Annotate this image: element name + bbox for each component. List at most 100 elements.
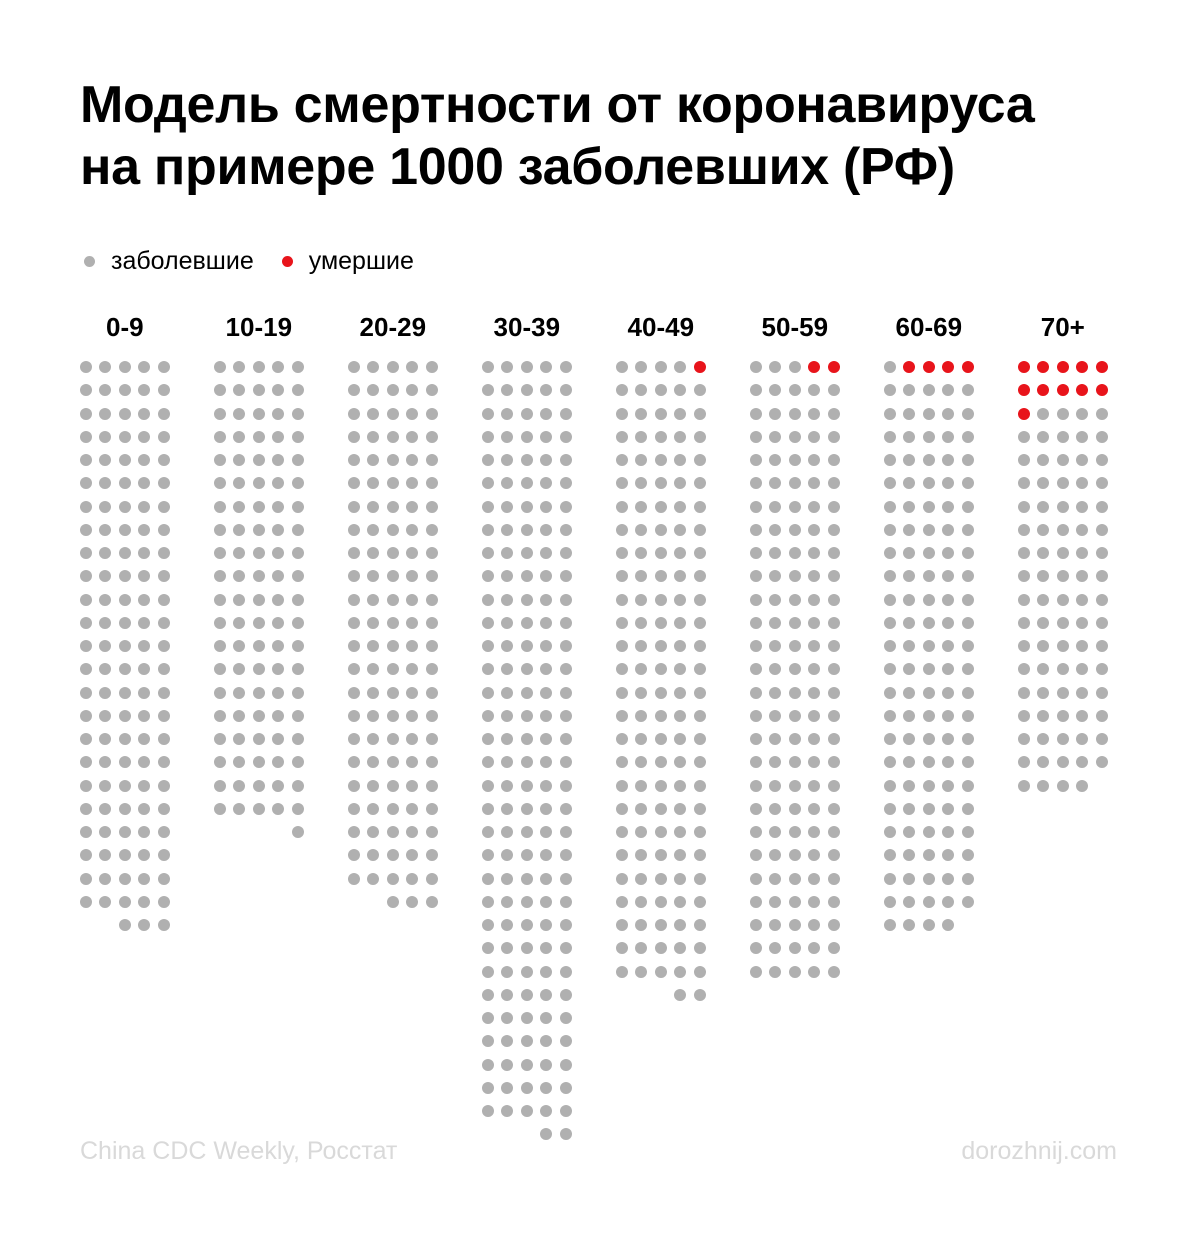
sick-dot <box>827 733 840 745</box>
sick-dot <box>769 454 782 466</box>
dead-dot <box>1076 384 1089 397</box>
sick-dot <box>961 733 974 745</box>
sick-dot <box>214 477 226 490</box>
sick-dot <box>769 686 782 699</box>
title-line-2: на примере 1000 заболевших (РФ) <box>80 138 955 196</box>
sick-dot <box>808 593 821 606</box>
sick-dot <box>482 616 494 629</box>
sick-dot <box>654 826 667 838</box>
dead-dot <box>942 361 955 373</box>
sick-dot <box>520 872 533 885</box>
sick-dot <box>272 756 285 769</box>
sick-dot <box>540 1035 553 1048</box>
sick-dot <box>367 849 380 862</box>
sick-dot <box>616 872 628 885</box>
sick-dot <box>635 965 648 978</box>
sick-dot <box>903 570 916 583</box>
sick-dot <box>138 663 151 676</box>
sick-dot <box>903 779 916 792</box>
sick-dot <box>903 849 916 862</box>
sick-dot <box>386 477 399 490</box>
sick-dot <box>99 640 112 652</box>
sick-dot <box>922 430 935 443</box>
sick-dot <box>214 756 226 769</box>
sick-dot <box>788 407 801 420</box>
sick-dot <box>118 384 131 397</box>
sick-dot <box>348 756 360 769</box>
sick-dot <box>482 570 494 583</box>
sick-dot <box>501 1035 514 1048</box>
sick-dot <box>138 477 151 490</box>
sick-dot <box>80 709 92 722</box>
sick-dot <box>501 523 514 536</box>
sick-dot <box>1095 686 1108 699</box>
sick-dot <box>1076 430 1089 443</box>
sick-dot <box>252 779 265 792</box>
sick-dot <box>157 709 170 722</box>
sick-dot <box>482 709 494 722</box>
sick-dot <box>674 919 687 931</box>
sick-dot <box>922 919 935 931</box>
sick-dot <box>635 895 648 908</box>
sick-dot <box>406 872 419 885</box>
sick-dot <box>616 640 628 652</box>
sick-dot <box>884 361 896 373</box>
sick-dot <box>922 500 935 513</box>
sick-dot <box>942 454 955 466</box>
sick-dot <box>501 779 514 792</box>
sick-dot <box>272 500 285 513</box>
sick-dot <box>674 593 687 606</box>
sick-dot <box>272 477 285 490</box>
sick-dot <box>99 663 112 676</box>
sick-dot <box>1018 500 1030 513</box>
sick-dot <box>1076 709 1089 722</box>
sick-dot <box>961 477 974 490</box>
sick-dot <box>961 756 974 769</box>
sick-dot <box>272 779 285 792</box>
legend-label-dead: умершие <box>308 246 414 275</box>
sick-dot <box>1018 547 1030 559</box>
sick-dot <box>118 616 131 629</box>
sick-dot <box>616 802 628 815</box>
sick-dot <box>291 616 304 629</box>
sick-dot <box>540 640 553 652</box>
sick-dot <box>214 430 226 443</box>
sick-dot <box>99 361 112 373</box>
sick-dot <box>674 826 687 838</box>
sick-dot <box>425 523 438 536</box>
sick-dot <box>635 384 648 397</box>
sick-dot <box>157 686 170 699</box>
sick-dot <box>157 616 170 629</box>
sick-dot <box>559 686 572 699</box>
sick-dot <box>501 477 514 490</box>
sick-dot <box>884 616 896 629</box>
sick-dot <box>1018 663 1030 676</box>
sick-dot <box>157 872 170 885</box>
sick-dot <box>827 500 840 513</box>
sick-dot <box>559 872 572 885</box>
sick-dot <box>942 895 955 908</box>
sick-dot <box>654 663 667 676</box>
sick-dot <box>233 756 246 769</box>
sick-dot <box>540 361 553 373</box>
dead-dot <box>922 361 935 373</box>
sick-dot <box>559 454 572 466</box>
sick-dot <box>99 430 112 443</box>
sick-dot <box>808 430 821 443</box>
sick-dot <box>118 593 131 606</box>
sick-dot <box>1018 523 1030 536</box>
sick-dot <box>291 802 304 815</box>
sick-dot <box>559 1128 572 1141</box>
sick-dot <box>272 663 285 676</box>
sick-dot <box>118 477 131 490</box>
sick-dot <box>1056 570 1069 583</box>
site-credit: dorozhnij.com <box>961 1137 1117 1165</box>
sick-dot <box>214 733 226 745</box>
sick-dot <box>808 547 821 559</box>
dead-dot <box>1037 361 1050 373</box>
sick-dot <box>425 733 438 745</box>
sick-dot <box>942 872 955 885</box>
sick-dot <box>1056 477 1069 490</box>
sick-dot <box>252 430 265 443</box>
sick-dot <box>827 779 840 792</box>
